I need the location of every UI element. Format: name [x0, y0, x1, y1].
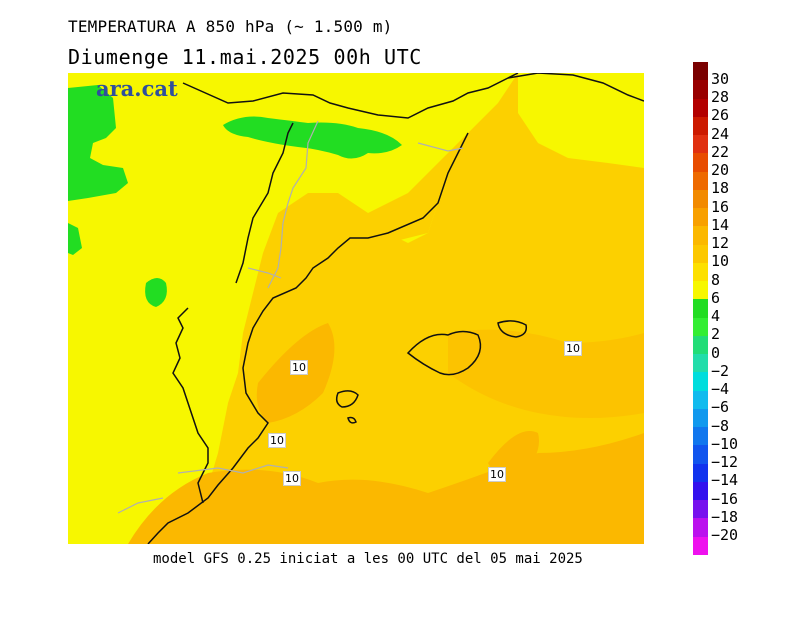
colorbar-swatch [693, 80, 708, 99]
region-border-3 [417, 142, 464, 152]
temp-field-orange-south [128, 433, 644, 544]
colorbar-tick-label: 10 [711, 252, 730, 271]
colorbar-swatch [693, 135, 708, 154]
contour-label: 10 [488, 467, 506, 482]
colorbar-tick-label: −18 [711, 507, 739, 526]
colorbar-swatch [693, 98, 708, 118]
region-border-5 [117, 497, 164, 514]
colorbar-swatch [693, 226, 708, 246]
colorbar-tick-label: −20 [711, 526, 739, 545]
island-formentera [347, 416, 357, 424]
colorbar-swatch [693, 518, 708, 538]
regional-borders [117, 120, 464, 514]
colorbar-swatch [693, 116, 708, 136]
colorbar-tick-label: −14 [711, 471, 739, 490]
colorbar-swatch [693, 153, 708, 173]
colorbar-swatch [693, 62, 708, 81]
colorbar-tick-label: 22 [711, 142, 730, 161]
coast-north [182, 73, 519, 119]
map-svg [68, 73, 644, 544]
colorbar-swatch [693, 354, 708, 373]
region-border-2 [247, 267, 282, 279]
colorbar-tick-label: 8 [711, 270, 721, 289]
temp-field-green-nw [68, 85, 128, 201]
colorbar-tick-label: 20 [711, 161, 730, 180]
temp-field-ebro [258, 133, 468, 313]
colorbar-swatch [693, 536, 708, 556]
colorbar-tick-label: −4 [711, 380, 730, 399]
island-menorca [497, 320, 528, 338]
colorbar-swatch [693, 372, 708, 392]
colorbar-swatch [693, 408, 708, 428]
colorbar-tick-label: −2 [711, 361, 730, 380]
colorbar-swatch [693, 317, 708, 337]
chart-date-subtitle: Diumenge 11.mai.2025 00h UTC [68, 45, 422, 69]
temperature-colorbar [693, 62, 708, 556]
temp-field-green-pyrenees [223, 116, 402, 159]
region-border-1 [267, 120, 319, 289]
colorbar-swatch [693, 445, 708, 465]
colorbar-swatch [693, 171, 708, 191]
colorbar-tick-label: 14 [711, 215, 730, 234]
colorbar-tick-label: 0 [711, 343, 721, 362]
colorbar-tick-label: −12 [711, 453, 739, 472]
temp-field-orange-sea [448, 329, 644, 418]
colorbar-tick-label: 4 [711, 307, 721, 326]
coastlines [147, 73, 644, 544]
region-border-4 [177, 464, 289, 474]
colorbar-swatch [693, 481, 708, 501]
colorbar-swatch [693, 262, 708, 282]
colorbar-tick-label: 26 [711, 106, 730, 125]
coast-iberian-east [147, 132, 469, 544]
ara-cat-logo: ara.cat [96, 76, 178, 101]
colorbar-tick-label: 6 [711, 288, 721, 307]
colorbar-swatch [693, 299, 708, 319]
coast-gulf-lion [507, 73, 644, 102]
colorbar-tick-label: 24 [711, 124, 730, 143]
colorbar-swatch [693, 189, 708, 209]
colorbar-tick-label: −10 [711, 434, 739, 453]
model-run-footer: model GFS 0.25 iniciat a les 00 UTC del … [153, 551, 583, 567]
colorbar-tick-label: −6 [711, 398, 730, 417]
temperature-map: 10 10 10 10 10 [68, 73, 644, 544]
contour-label: 10 [290, 360, 308, 375]
colorbar-swatch [693, 427, 708, 446]
temp-field-green-w [68, 223, 82, 255]
colorbar-swatch [693, 244, 708, 264]
colorbar-swatch [693, 463, 708, 483]
colorbar-tick-label: −8 [711, 416, 730, 435]
border-andorra [235, 122, 294, 284]
island-ibiza [335, 390, 359, 408]
colorbar-tick-label: 30 [711, 69, 730, 88]
island-mallorca [406, 330, 482, 376]
colorbar-swatch [693, 390, 708, 410]
colorbar-tick-label: 28 [711, 88, 730, 107]
chart-title: TEMPERATURA A 850 hPa (~ 1.500 m) [68, 17, 393, 36]
temp-field-yellow-ne [518, 73, 644, 168]
colorbar-tick-label: 16 [711, 197, 730, 216]
colorbar-swatch [693, 500, 708, 519]
colorbar-swatch [693, 335, 708, 355]
border-interior [172, 307, 209, 504]
colorbar-tick-label: 18 [711, 179, 730, 198]
colorbar-tick-label: 12 [711, 234, 730, 253]
contour-label: 10 [564, 341, 582, 356]
temp-field-green-small [145, 278, 167, 307]
colorbar-tick-label: −16 [711, 489, 739, 508]
colorbar-swatch [693, 281, 708, 300]
temp-field-yellow-west [68, 73, 518, 544]
colorbar-swatch [693, 208, 708, 227]
contour-label: 10 [283, 471, 301, 486]
contour-label: 10 [268, 433, 286, 448]
colorbar-tick-label: 2 [711, 325, 721, 344]
